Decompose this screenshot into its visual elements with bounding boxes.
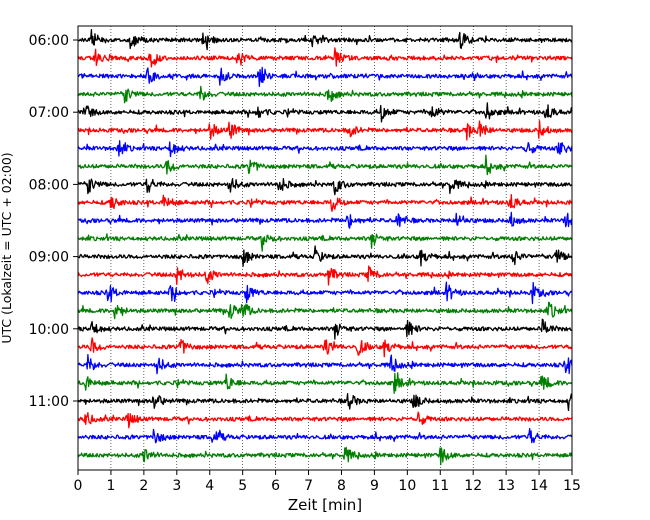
x-tick-label: 11: [431, 478, 449, 494]
y-tick-layer: 06:00 07:00 08:00 09:00 10:00 11:00: [29, 33, 78, 410]
seismic-trace-0700: [77, 102, 573, 123]
seismic-trace-0630: [77, 66, 573, 87]
x-tick-label: 13: [497, 478, 515, 494]
seismic-trace-0845: [77, 233, 573, 252]
seismic-trace-1030: [77, 353, 573, 375]
seismic-trace-0715: [77, 120, 573, 141]
seismic-trace-1145: [77, 446, 573, 466]
seismic-trace-0815: [77, 194, 573, 212]
x-tick-label: 15: [563, 478, 581, 494]
x-tick-label: 3: [172, 478, 181, 494]
x-tick-label: 0: [74, 478, 83, 494]
trace-layer: [77, 29, 573, 466]
x-tick-label: 5: [238, 478, 247, 494]
seismic-trace-1000: [77, 318, 573, 340]
seismic-trace-0745: [77, 154, 573, 176]
x-tick-label: 2: [139, 478, 148, 494]
seismic-trace-0800: [77, 177, 573, 196]
seismic-trace-1045: [77, 372, 573, 394]
seismic-trace-0730: [77, 140, 573, 158]
y-tick-label: 08:00: [29, 177, 69, 193]
x-tick-label: 14: [530, 478, 548, 494]
seismic-trace-0945: [77, 301, 573, 320]
x-tick-label: 1: [106, 478, 115, 494]
x-axis-label: Zeit [min]: [288, 496, 362, 514]
plot-frame: [77, 25, 573, 471]
seismic-trace-0615: [77, 47, 573, 68]
seismic-trace-0830: [77, 211, 573, 229]
x-tick-label: 7: [304, 478, 313, 494]
seismic-trace-1115: [77, 411, 573, 429]
y-tick-label: 06:00: [29, 33, 69, 49]
x-tick-label: 9: [370, 478, 379, 494]
x-tick-layer: 0 1 2 3 4 5 6 7 8 9 10 11 12 13 14 15: [74, 470, 581, 494]
y-axis-label: UTC (Lokalzeit = UTC + 02:00): [0, 152, 14, 343]
y-tick-label: 07:00: [29, 105, 69, 121]
y-tick-label: 09:00: [29, 250, 69, 266]
x-tick-label: 8: [337, 478, 346, 494]
seismic-trace-1015: [77, 337, 573, 358]
seismic-trace-1130: [77, 428, 573, 444]
seismic-trace-0900: [77, 245, 573, 267]
x-tick-label: 6: [271, 478, 280, 494]
y-tick-label: 11:00: [29, 394, 69, 410]
seismic-trace-0915: [77, 265, 573, 286]
x-tick-label: 4: [205, 478, 214, 494]
seismic-trace-0645: [77, 85, 573, 104]
y-tick-label: 10:00: [29, 322, 69, 338]
seismic-trace-1100: [77, 393, 573, 412]
x-tick-label: 10: [398, 478, 416, 494]
seismic-trace-0930: [77, 281, 573, 305]
seismic-trace-0600: [77, 29, 573, 51]
x-tick-label: 12: [464, 478, 482, 494]
